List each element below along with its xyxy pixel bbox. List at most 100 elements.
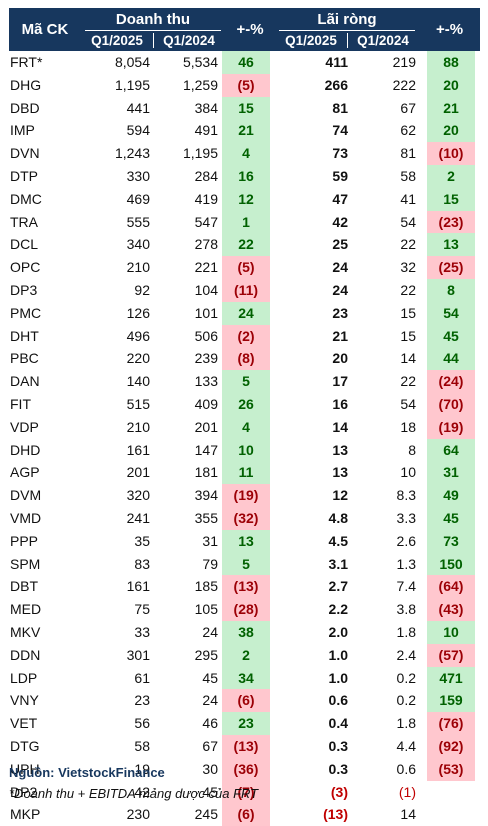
profit-q1-2024: 18	[400, 418, 416, 435]
profit-change: 471	[427, 666, 475, 690]
revenue-change: 16	[222, 164, 270, 188]
stock-code: DDN	[10, 646, 41, 663]
header-revenue-q1-2025: Q1/2025	[91, 33, 143, 48]
header-revenue-q1-2024: Q1/2024	[163, 33, 215, 48]
stock-code: PPP	[10, 532, 39, 549]
header-divider	[85, 30, 221, 31]
profit-change: (76)	[427, 712, 475, 735]
profit-q1-2025: 25	[332, 236, 348, 253]
stock-code: DMC	[10, 190, 42, 207]
table-row: OPC 210 221 (5) 24 32 (25)	[9, 256, 480, 279]
stock-code: FRT*	[10, 54, 43, 70]
revenue-change: (5)	[222, 73, 270, 97]
table-row: DAN 140 133 5 17 22 (24)	[9, 370, 480, 393]
profit-q1-2025: 0.4	[328, 715, 348, 732]
revenue-q1-2025: 19	[134, 760, 150, 777]
revenue-change: 22	[222, 233, 270, 257]
revenue-change: 24	[222, 301, 270, 325]
revenue-q1-2024: 419	[194, 190, 218, 207]
stock-code: IMP	[10, 122, 35, 139]
profit-change: 15	[427, 187, 475, 211]
profit-q1-2025: 74	[332, 122, 348, 139]
stock-code: VNY	[10, 692, 39, 709]
profit-q1-2025: 42	[332, 213, 348, 230]
profit-q1-2024: 0.2	[396, 669, 416, 686]
table-row: DBT 161 185 (13) 2.7 7.4 (64)	[9, 575, 480, 599]
revenue-q1-2024: 104	[194, 281, 218, 298]
revenue-q1-2024: 24	[202, 692, 218, 709]
revenue-q1-2024: 278	[194, 236, 218, 253]
stock-code: VDP	[10, 418, 39, 435]
revenue-q1-2024: 201	[194, 418, 218, 435]
profit-q1-2024: 54	[400, 213, 416, 230]
profit-q1-2025: 23	[332, 304, 348, 321]
revenue-change: 5	[222, 552, 270, 576]
revenue-change: (11)	[222, 278, 270, 302]
revenue-q1-2025: 8,054	[114, 54, 150, 70]
profit-q1-2025: 73	[332, 145, 348, 162]
profit-q1-2025: 3.1	[328, 555, 348, 572]
profit-change: 45	[427, 506, 475, 530]
stock-code: PMC	[10, 304, 42, 321]
profit-q1-2024: 81	[400, 145, 416, 162]
revenue-change: (5)	[222, 256, 270, 279]
profit-q1-2024: 8	[408, 441, 416, 458]
revenue-change: (2)	[222, 324, 270, 348]
revenue-q1-2024: 79	[202, 555, 218, 572]
revenue-q1-2024: 221	[194, 259, 218, 276]
profit-q1-2025: 411	[325, 54, 348, 70]
profit-q1-2024: 41	[400, 190, 416, 207]
profit-q1-2024: 1.8	[396, 715, 416, 732]
table-row: VET 56 46 23 0.4 1.8 (76)	[9, 712, 480, 735]
profit-change: 159	[427, 689, 475, 713]
revenue-q1-2025: 340	[126, 236, 150, 253]
revenue-q1-2024: 5,534	[182, 54, 218, 70]
header-divider	[279, 30, 415, 31]
revenue-change: 4	[222, 415, 270, 439]
revenue-change: 10	[222, 438, 270, 462]
table-row: MED 75 105 (28) 2.2 3.8 (43)	[9, 598, 480, 621]
revenue-q1-2025: 126	[126, 304, 150, 321]
revenue-q1-2025: 58	[134, 737, 150, 754]
table-body: FRT* 8,054 5,534 46 411 219 88 DHG 1,195 1,259 (5)…	[9, 51, 480, 826]
revenue-change: (28)	[222, 598, 270, 621]
revenue-change: 23	[222, 712, 270, 735]
stock-code: DCL	[10, 236, 39, 253]
profit-q1-2024: 3.3	[396, 509, 416, 526]
stock-code: DHD	[10, 441, 41, 458]
profit-change: (64)	[427, 575, 475, 599]
table-row: DTG 58 67 (13) 0.3 4.4 (92)	[9, 734, 480, 758]
profit-q1-2024: 222	[392, 76, 416, 93]
profit-change	[427, 781, 475, 804]
profit-q1-2024: 10	[400, 464, 416, 481]
revenue-q1-2024: 105	[194, 601, 218, 618]
profit-change: 49	[427, 484, 475, 507]
table-row: DDN 301 295 2 1.0 2.4 (57)	[9, 643, 480, 667]
profit-q1-2024: 54	[400, 395, 416, 412]
table-row: UPH 19 30 (36) 0.3 0.6 (53)	[9, 757, 480, 781]
revenue-q1-2025: 161	[126, 441, 150, 458]
header-profit-q1-2025: Q1/2025	[285, 33, 337, 48]
revenue-q1-2024: 133	[194, 373, 218, 390]
revenue-q1-2025: 210	[126, 418, 150, 435]
revenue-q1-2024: 409	[194, 395, 218, 412]
revenue-q1-2025: 33	[134, 623, 150, 640]
stock-code: DTP	[10, 167, 38, 184]
profit-change: (53)	[427, 757, 475, 781]
profit-q1-2025: 24	[332, 259, 348, 276]
profit-q1-2025: 24	[332, 281, 348, 298]
profit-q1-2024: 15	[400, 327, 416, 344]
profit-change: (70)	[427, 392, 475, 416]
revenue-q1-2025: 301	[126, 646, 150, 663]
profit-q1-2024: 58	[400, 167, 416, 184]
revenue-change: (13)	[222, 734, 270, 758]
table-row: VDP 210 201 4 14 18 (19)	[9, 415, 480, 439]
revenue-q1-2024: 181	[194, 464, 218, 481]
table-row: DBD 441 384 15 81 67 21	[9, 96, 480, 120]
profit-change: (10)	[427, 142, 475, 165]
profit-q1-2025: 1.0	[328, 646, 348, 663]
revenue-q1-2024: 1,195	[182, 145, 218, 162]
profit-q1-2024: 4.4	[396, 737, 416, 754]
table-row: MKV 33 24 38 2.0 1.8 10	[9, 620, 480, 644]
profit-q1-2024: 22	[400, 281, 416, 298]
